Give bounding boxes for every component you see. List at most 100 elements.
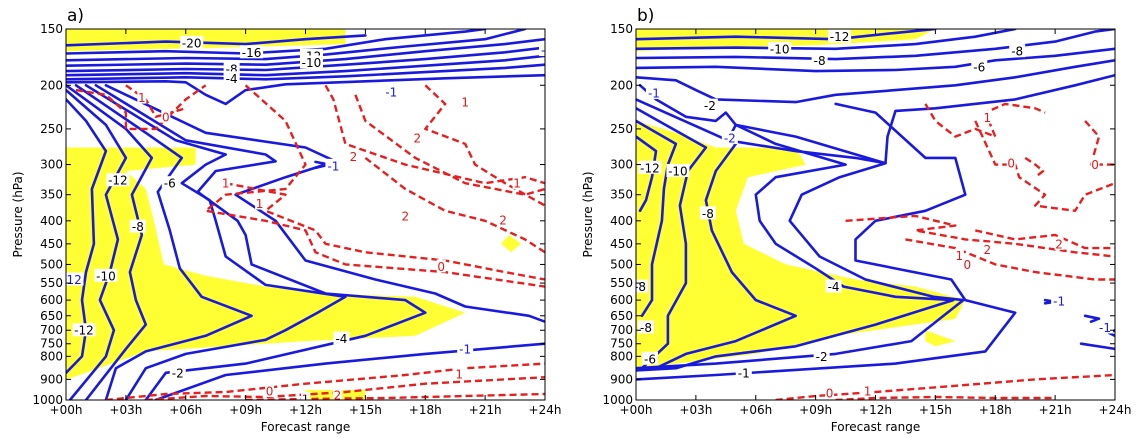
contour-negative [636, 119, 678, 318]
x-axis-label: Forecast range [831, 420, 920, 434]
x-tick-label: +09h [799, 403, 832, 417]
x-tick-label: +09h [229, 403, 262, 417]
contour-label: -8 [132, 220, 144, 234]
contour-label-bg [699, 206, 716, 220]
y-tick-label: 400 [40, 214, 63, 228]
contour-label: 0 [1007, 157, 1015, 171]
contour-negative [636, 29, 1115, 61]
contour-label-bg [457, 341, 474, 355]
contour-label: -20 [182, 36, 202, 50]
contour-label-bg [129, 219, 146, 233]
y-tick-label: 450 [610, 237, 633, 251]
contour-label-bg [498, 212, 508, 226]
contour-label-bg [333, 331, 350, 345]
contour-positive [324, 84, 545, 185]
contour-negative [66, 88, 128, 400]
contour-label-bg [1051, 294, 1068, 308]
contour-label: 2 [983, 243, 991, 257]
contour-label-bg [383, 84, 400, 98]
contour-label: -6 [644, 352, 656, 366]
contour-positive [974, 120, 1115, 213]
contour-positive [924, 102, 1046, 138]
contour-label: -16 [242, 46, 262, 60]
x-tick-label: +03h [109, 403, 142, 417]
contour-positive [775, 373, 1115, 400]
y-tick-label: 800 [610, 349, 633, 363]
x-axis-label: Forecast range [261, 420, 350, 434]
contour-negative [636, 102, 1017, 381]
contour-label: -10 [668, 164, 688, 178]
contour-label: -2 [172, 366, 184, 380]
contour-label: 1 [983, 111, 991, 125]
contour-negative [1083, 314, 1101, 324]
contour-label-bg [701, 98, 718, 112]
x-tick-label: +12h [859, 403, 892, 417]
plot-content: -20-16-12-10-8-4-1-6-1-12-6-8-10-12-12-4… [62, 29, 545, 403]
y-tick-label: 750 [40, 337, 63, 351]
contour-label-bg [94, 268, 118, 282]
contour-label: -4 [226, 72, 238, 86]
contour-label-bg [666, 163, 690, 177]
contour-label-bg [332, 388, 342, 400]
contour-label-bg [325, 158, 342, 172]
contour-label-bg [638, 160, 662, 174]
contour-label-bg [255, 196, 265, 210]
contour-label: -10 [302, 56, 322, 70]
shaded-region [66, 29, 346, 52]
x-tick-label: +06h [739, 403, 772, 417]
contour-negative [636, 58, 1115, 104]
contour-label: -1 [385, 85, 397, 99]
y-tick-label: 150 [610, 22, 633, 36]
shaded-region [66, 147, 466, 380]
contour-label-bg [637, 320, 654, 334]
contour-label: -12 [62, 273, 82, 287]
contour-label: -2 [724, 132, 736, 146]
contour-positive [125, 84, 187, 119]
contour-label-bg [460, 95, 470, 109]
y-tick-label: 500 [610, 257, 633, 271]
y-tick-label: 150 [40, 22, 63, 36]
y-tick-label: 650 [610, 309, 633, 323]
contour-label-bg [1090, 157, 1100, 171]
contour-negative [66, 34, 367, 47]
contour-label-bg [265, 383, 275, 397]
y-tick-label: 500 [40, 257, 63, 271]
contour-negative [636, 135, 658, 213]
contour-negative [66, 98, 108, 375]
contour-label: 0 [963, 258, 971, 272]
contour-positive [204, 84, 545, 288]
contour-positive [354, 94, 545, 196]
contour-label-bg [221, 176, 231, 190]
y-tick-label: 550 [40, 276, 63, 290]
y-tick-label: 650 [40, 309, 63, 323]
contour-label: -2 [704, 99, 716, 113]
contour-label-bg [954, 248, 964, 262]
contour-label: 2 [1055, 237, 1063, 251]
contour-label: -6 [973, 60, 985, 74]
y-axis-label: Pressure (hPa) [11, 171, 25, 257]
contour-label: -1 [1099, 321, 1111, 335]
contour-positive [364, 156, 545, 254]
y-tick-label: 400 [610, 214, 633, 228]
contour-positive [105, 362, 545, 400]
y-tick-label: 1000 [602, 393, 633, 407]
x-tick-label: +21h [1039, 403, 1072, 417]
contour-label: -8 [634, 280, 646, 294]
x-tick-label: +18h [409, 403, 442, 417]
panel-a: -20-16-12-10-8-4-1-6-1-12-6-8-10-12-12-4… [11, 6, 561, 434]
contour-label: 2 [334, 389, 342, 403]
contour-label-bg [240, 45, 264, 59]
contour-label-bg [299, 55, 323, 69]
contour-label: 2 [413, 132, 421, 146]
y-tick-label: 800 [40, 349, 63, 363]
contour-label: -8 [702, 207, 714, 221]
contour-label: -12 [830, 30, 850, 44]
contour-negative [636, 123, 955, 372]
contour-positive [1084, 120, 1115, 166]
contour-label-bg [863, 383, 873, 397]
contour-negative [66, 29, 487, 55]
contour-label: 0 [1091, 158, 1099, 172]
contour-negative [636, 107, 708, 370]
contour-label-bg [223, 71, 240, 85]
contour-negative [66, 84, 154, 400]
